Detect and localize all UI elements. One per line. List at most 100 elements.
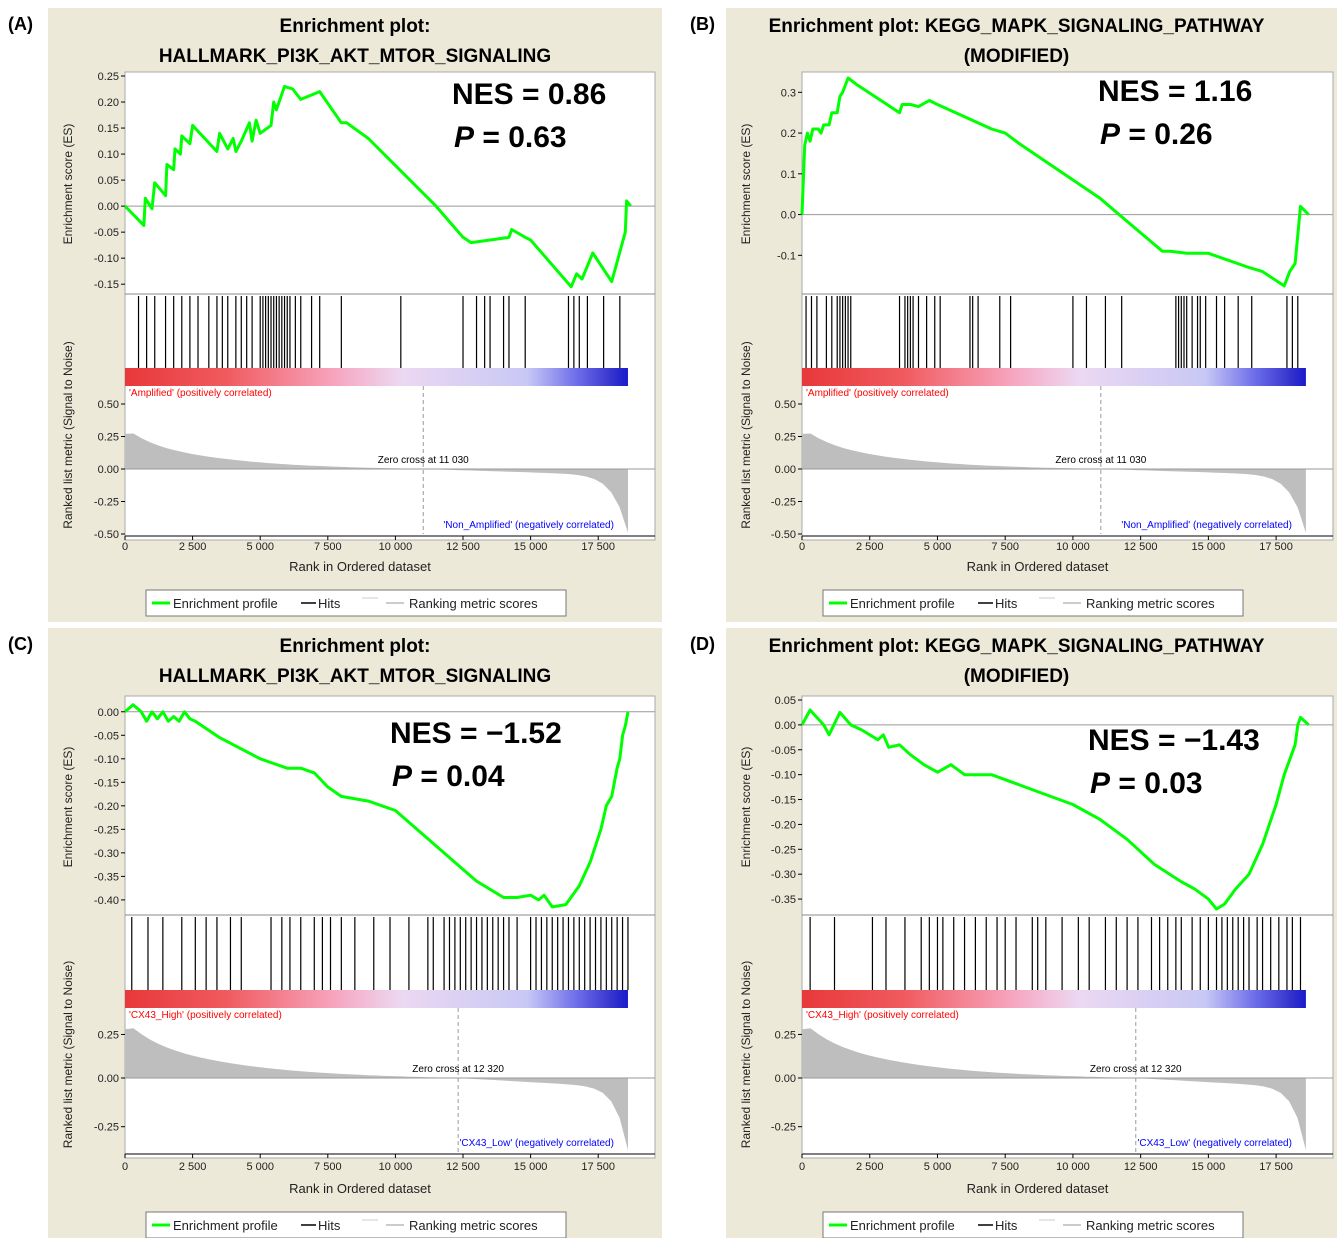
nes-annotation: NES = −1.52 xyxy=(390,717,562,750)
positive-class-label: 'CX43_High' (positively correlated) xyxy=(129,1010,282,1021)
panel-b: (B) Enrichment plot: KEGG_MAPK_SIGNALING_… xyxy=(690,8,1337,622)
x-tick-label: 17 500 xyxy=(581,1161,615,1173)
p-value: = 0.26 xyxy=(1128,118,1212,151)
x-axis-label: Rank in Ordered dataset xyxy=(289,559,431,574)
x-tick-label: 7 500 xyxy=(314,541,342,553)
p-annotation: P = 0.03 xyxy=(1090,767,1203,800)
es-tick-label: -0.30 xyxy=(771,869,796,881)
panel-title-line-2: (MODIFIED) xyxy=(964,46,1070,67)
positive-class-label: 'Amplified' (positively correlated) xyxy=(129,388,272,399)
legend-box xyxy=(822,589,1244,617)
zero-cross-label: Zero cross at 12 320 xyxy=(412,1064,504,1075)
negative-class-label: 'CX43_Low' (negatively correlated) xyxy=(1137,1138,1291,1149)
p-symbol: P xyxy=(1090,767,1111,800)
es-tick-label: -0.25 xyxy=(94,824,119,836)
panel-title-line-2: HALLMARK_PI3K_AKT_MTOR_SIGNALING xyxy=(159,46,551,67)
x-tick-label: 0 xyxy=(122,1161,128,1173)
es-tick-label: -0.10 xyxy=(94,253,119,265)
metric-axis-label: Ranked list metric (Signal to Noise) xyxy=(739,341,753,528)
es-tick-label: 0.3 xyxy=(781,87,796,99)
legend-enrichment-label: Enrichment profile xyxy=(173,596,278,611)
es-tick-label: -0.30 xyxy=(94,848,119,860)
es-tick-label: -0.35 xyxy=(771,894,796,906)
es-tick-label: 0.05 xyxy=(775,695,796,707)
legend: Enrichment profile Hits Ranking metric sco… xyxy=(822,1211,1244,1239)
nes-annotation: NES = 1.16 xyxy=(1098,75,1252,108)
x-axis-label: Rank in Ordered dataset xyxy=(967,1181,1109,1196)
x-tick-label: 0 xyxy=(799,541,805,553)
legend-box xyxy=(145,589,567,617)
p-value: = 0.63 xyxy=(482,121,566,154)
zero-cross-label: Zero cross at 11 030 xyxy=(378,455,469,466)
x-tick-label: 5 000 xyxy=(246,1161,274,1173)
x-tick-label: 5 000 xyxy=(924,1161,952,1173)
p-symbol: P xyxy=(454,121,475,154)
x-tick-label: 0 xyxy=(799,1161,805,1173)
legend-metric-label: Ranking metric scores xyxy=(1086,1218,1215,1233)
es-tick-label: 0.00 xyxy=(98,201,119,213)
panel-letter: (C) xyxy=(8,634,33,654)
metric-axis-label: Ranked list metric (Signal to Noise) xyxy=(61,961,75,1148)
x-tick-label: 10 000 xyxy=(1056,541,1090,553)
es-tick-label: 0.20 xyxy=(98,97,119,109)
x-tick-label: 12 500 xyxy=(1124,541,1158,553)
legend-enrichment-label: Enrichment profile xyxy=(850,596,955,611)
es-tick-label: -0.35 xyxy=(94,871,119,883)
rank-color-bar xyxy=(802,368,1306,386)
x-tick-label: 10 000 xyxy=(1056,1161,1090,1173)
positive-class-label: 'Amplified' (positively correlated) xyxy=(806,388,949,399)
metric-tick-label: 0.00 xyxy=(775,1073,796,1085)
x-tick-label: 2 500 xyxy=(179,1161,207,1173)
legend-enrichment-label: Enrichment profile xyxy=(173,1218,278,1233)
metric-tick-label: 0.25 xyxy=(775,432,796,444)
metric-tick-label: -0.25 xyxy=(94,497,119,509)
es-axis-label: Enrichment score (ES) xyxy=(739,747,753,868)
rank-color-bar xyxy=(802,990,1306,1008)
es-tick-label: -0.40 xyxy=(94,895,119,907)
es-curve xyxy=(124,703,630,909)
metric-tick-label: 0.00 xyxy=(98,464,119,476)
es-tick-label: -0.05 xyxy=(94,730,119,742)
es-tick-label: -0.10 xyxy=(94,754,119,766)
panel-title-line-1: Enrichment plot: xyxy=(280,636,431,657)
es-axis-label: Enrichment score (ES) xyxy=(61,124,75,245)
x-tick-label: 12 500 xyxy=(446,1161,480,1173)
nes-annotation: NES = −1.43 xyxy=(1088,724,1260,757)
metric-axis-label: Ranked list metric (Signal to Noise) xyxy=(739,961,753,1148)
es-tick-label: 0.25 xyxy=(98,71,119,83)
es-tick-label: -0.15 xyxy=(94,279,119,291)
metric-tick-label: -0.50 xyxy=(771,529,796,541)
x-tick-label: 15 000 xyxy=(1192,541,1226,553)
es-tick-label: 0.0 xyxy=(781,210,796,222)
es-tick-label: -0.15 xyxy=(771,795,796,807)
metric-tick-label: -0.25 xyxy=(771,1122,796,1134)
metric-tick-label: 0.50 xyxy=(98,399,119,411)
p-value: = 0.03 xyxy=(1118,767,1202,800)
metric-tick-label: -0.25 xyxy=(771,497,796,509)
panel-letter: (B) xyxy=(690,14,715,34)
rank-color-bar xyxy=(125,368,628,386)
panel-d: (D) Enrichment plot: KEGG_MAPK_SIGNALING_… xyxy=(690,628,1337,1239)
panel-title-line-1: Enrichment plot: xyxy=(280,16,431,37)
metric-axis-label: Ranked list metric (Signal to Noise) xyxy=(61,341,75,528)
metric-tick-label: 0.25 xyxy=(98,432,119,444)
x-tick-label: 12 500 xyxy=(1124,1161,1158,1173)
positive-class-label: 'CX43_High' (positively correlated) xyxy=(806,1010,959,1021)
es-tick-label: 0.05 xyxy=(98,175,119,187)
x-tick-label: 15 000 xyxy=(514,1161,548,1173)
es-tick-label: 0.00 xyxy=(98,707,119,719)
legend-metric-label: Ranking metric scores xyxy=(409,596,538,611)
es-axis-label: Enrichment score (ES) xyxy=(61,747,75,868)
legend: Enrichment profile Hits Ranking metric sco… xyxy=(145,1211,567,1239)
es-tick-label: -0.10 xyxy=(771,770,796,782)
x-tick-label: 17 500 xyxy=(581,541,615,553)
x-tick-label: 10 000 xyxy=(379,1161,413,1173)
x-tick-label: 12 500 xyxy=(446,541,480,553)
x-tick-label: 2 500 xyxy=(856,1161,884,1173)
panel-a: (A) Enrichment plot: HALLMARK_PI3K_AKT_MTO… xyxy=(8,8,662,622)
es-curve xyxy=(123,84,632,289)
es-axis-label: Enrichment score (ES) xyxy=(739,124,753,245)
negative-class-label: 'Non_Amplified' (negatively correlated) xyxy=(1121,520,1292,531)
es-tick-label: -0.15 xyxy=(94,777,119,789)
